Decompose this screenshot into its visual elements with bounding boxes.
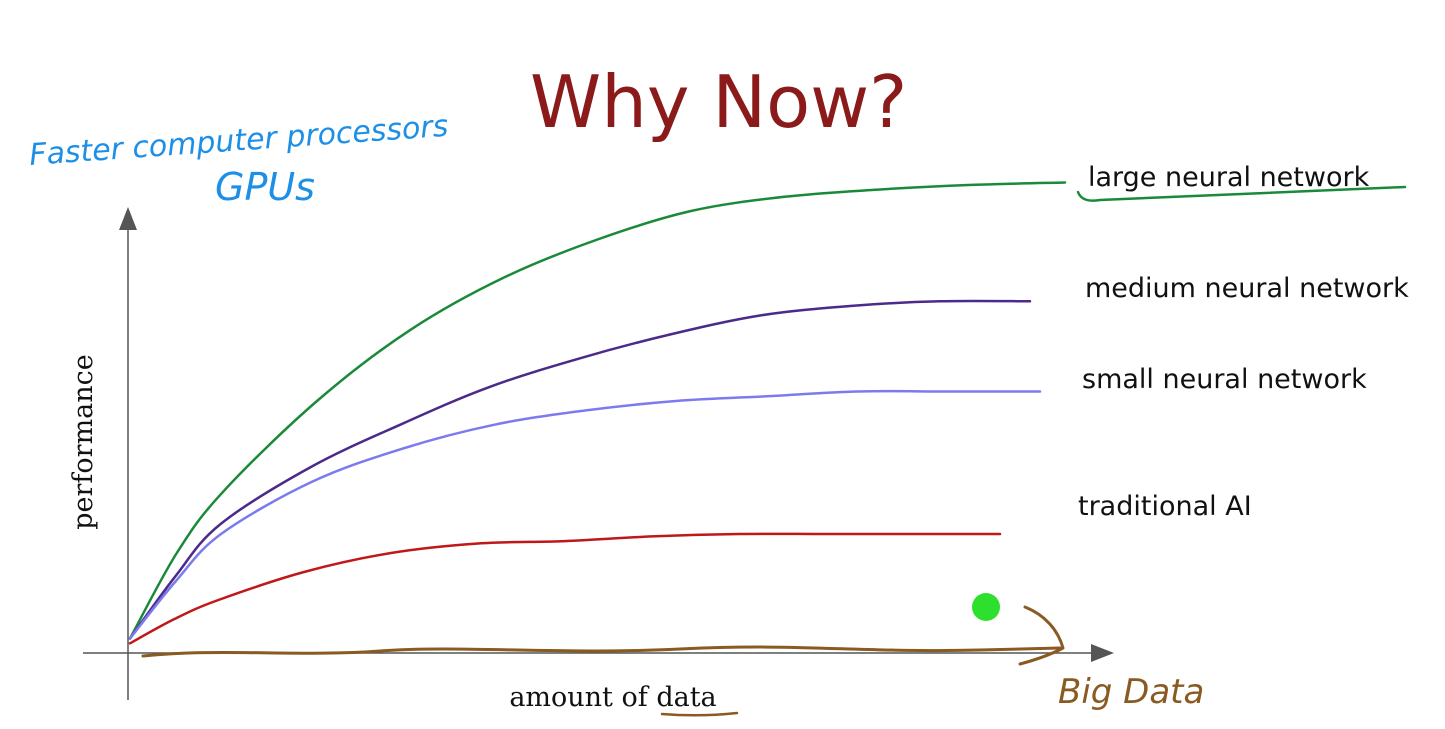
annotation-big-data: Big Data [1058, 672, 1204, 712]
big-data-axis-stroke [141, 645, 1062, 658]
x-axis-label: amount of data [509, 682, 716, 713]
y-axis-label: performance [68, 354, 99, 530]
series-line-medium [128, 299, 1032, 640]
series-line-traditional [128, 532, 1002, 645]
axes [83, 207, 1114, 700]
big-data-arrow-icon [1018, 605, 1065, 666]
chart-title: Why Now? [530, 60, 907, 144]
series-label-medium: medium neural network [1085, 273, 1409, 304]
data-marker-dot [972, 593, 1000, 621]
annotation-faster-processors: Faster computer processors [28, 109, 449, 173]
series-line-small [128, 389, 1042, 640]
large-label-underline [1076, 185, 1407, 202]
data-underline [660, 711, 739, 717]
annotation-gpus: GPUs [215, 165, 315, 209]
series-label-traditional: traditional AI [1078, 491, 1252, 522]
series-label-large: large neural network [1088, 162, 1370, 193]
series-group [128, 181, 1067, 645]
y-axis-arrow-icon [119, 207, 137, 230]
series-label-small: small neural network [1082, 364, 1367, 395]
series-line-large [128, 181, 1067, 640]
x-axis-arrow-icon [1091, 644, 1114, 662]
series-labels: large neural network medium neural netwo… [1078, 162, 1409, 522]
